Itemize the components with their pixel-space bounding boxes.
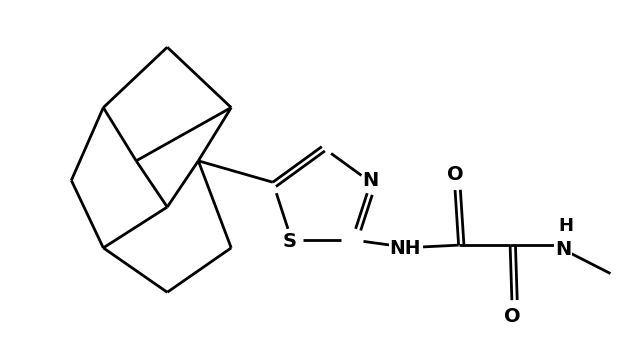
- Text: O: O: [504, 307, 520, 326]
- Text: N: N: [556, 240, 572, 259]
- Text: H: H: [559, 216, 573, 235]
- Text: N: N: [363, 171, 379, 190]
- Text: S: S: [283, 232, 297, 251]
- Text: O: O: [447, 165, 463, 184]
- Text: NH: NH: [390, 239, 421, 258]
